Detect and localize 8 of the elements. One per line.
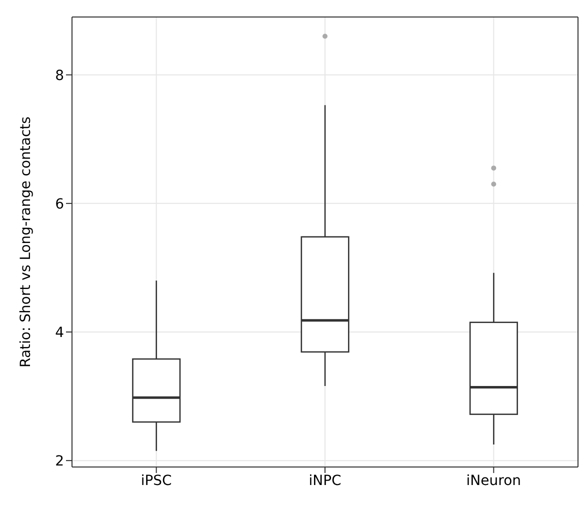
x-tick-label: iPSC xyxy=(140,472,172,489)
y-tick-label: 2 xyxy=(55,454,64,470)
y-tick-label: 4 xyxy=(55,324,64,341)
y-axis-title: Ratio: Short vs Long-range contacts xyxy=(18,116,34,368)
y-tick-label: 6 xyxy=(55,196,64,212)
x-tick-label: iNeuron xyxy=(466,472,522,489)
y-tick-label: 8 xyxy=(55,68,64,84)
x-tick-label: iNPC xyxy=(308,472,342,489)
